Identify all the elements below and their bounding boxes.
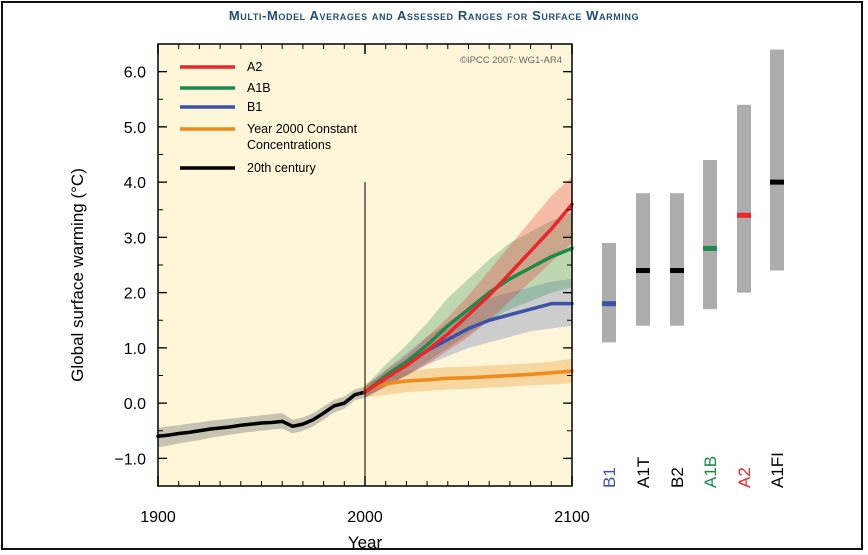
legend-label-A2: A2 [247, 60, 262, 74]
y-tick-label: 0.0 [124, 396, 146, 413]
scenario-label-B1: B1 [600, 467, 619, 488]
range-bar-A1FI [770, 49, 784, 271]
y-tick-label: 1.0 [124, 341, 146, 358]
range-bar-A1B [703, 160, 717, 310]
series-line-A1B [363, 246, 574, 394]
range-bar-B2 [670, 193, 684, 326]
y-tick-label: −1.0 [114, 451, 146, 468]
scenario-label-A2: A2 [735, 467, 754, 488]
figure-title: Multi-Model Averages and Assessed Ranges… [228, 8, 640, 23]
y-axis-title: Global surface warming (°C) [68, 168, 87, 382]
x-tick-label: 1900 [140, 509, 176, 526]
best-estimate-A2 [737, 212, 751, 218]
legend-label-B1: B1 [247, 100, 262, 114]
x-axis-title: Year [348, 533, 383, 552]
scenario-label-B2: B2 [668, 467, 687, 488]
series-line-twentieth [156, 390, 367, 439]
y-tick-label: 3.0 [124, 230, 146, 247]
best-estimate-B1 [602, 301, 616, 307]
scenario-label-A1B: A1B [701, 456, 720, 488]
x-tick-label: 2000 [347, 509, 383, 526]
legend-label-constant: Year 2000 Constant Concentrations [247, 122, 358, 152]
range-bar-B1 [602, 242, 616, 343]
series-line-constant [363, 369, 574, 392]
copyright-note: ©IPCC 2007: WG1-AR4 [460, 55, 562, 66]
best-estimate-A1T [636, 268, 650, 274]
range-bar-A1T [636, 193, 650, 326]
range-bar-A2 [737, 104, 751, 293]
best-estimate-A1FI [770, 179, 784, 185]
legend-label-twentieth: 20th century [247, 161, 317, 175]
best-estimate-A1B [703, 245, 717, 251]
y-tick-label: 5.0 [124, 120, 146, 137]
legend-label-A1B: A1B [247, 81, 271, 95]
scenario-label-A1T: A1T [634, 457, 653, 488]
scenario-label-A1FI: A1FI [768, 452, 787, 488]
y-tick-label: 2.0 [124, 286, 146, 303]
band-twentieth [158, 386, 365, 448]
y-tick-label: 4.0 [124, 175, 146, 192]
band-B1 [365, 278, 572, 398]
y-tick-label: 6.0 [124, 65, 146, 82]
best-estimate-B2 [670, 268, 684, 274]
x-tick-label: 2100 [554, 509, 590, 526]
series-line-A2 [363, 202, 574, 394]
